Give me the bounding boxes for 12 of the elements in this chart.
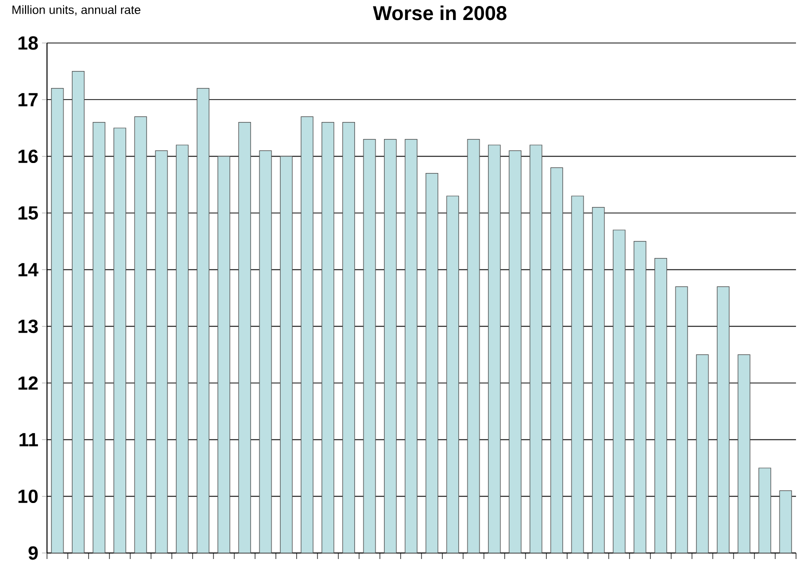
y-tick-label: 15	[18, 206, 38, 220]
y-tick-label: 9	[28, 546, 38, 560]
y-tick-label: 13	[18, 320, 38, 334]
y-tick-label: 10	[18, 490, 38, 504]
chart-title: Worse in 2008	[372, 6, 506, 20]
y-tick-label: 17	[18, 93, 38, 106]
y-tick-label: 11	[20, 433, 38, 446]
y-tick-label: 18	[18, 36, 38, 50]
y-tick-label: 12	[18, 376, 38, 390]
y-tick-label: 16	[18, 150, 38, 164]
y-axis-title: Million units, annual rate	[12, 5, 140, 16]
y-tick-label: 14	[18, 263, 38, 276]
